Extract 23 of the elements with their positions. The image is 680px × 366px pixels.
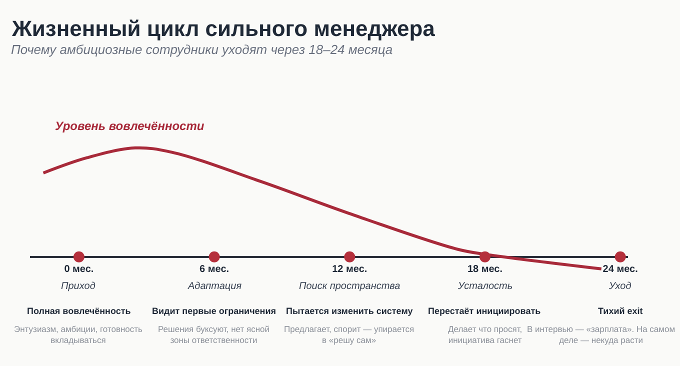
x-tick-label: 6 мес. xyxy=(200,264,230,275)
text: Полная вовлечённость xyxy=(27,306,132,316)
text: Делает что просят, инициатива гаснет xyxy=(448,324,522,346)
chart-title: Жизненный цикл сильного менеджера xyxy=(11,16,436,41)
text: Тихий exit xyxy=(598,306,643,316)
text: Приход xyxy=(61,281,96,292)
text: Видит первые ограничения xyxy=(152,306,276,316)
text: Усталость xyxy=(457,281,513,292)
text: Уход xyxy=(608,281,632,292)
text: Предлагает, спорит — упирается в «решу сам» xyxy=(284,324,415,346)
text: Адаптация xyxy=(187,281,242,292)
text: Поиск пространства xyxy=(299,281,401,292)
x-tick-label: 24 мес. xyxy=(602,264,638,275)
text: Перестаёт инициировать xyxy=(428,306,542,316)
x-tick-label: 0 мес. xyxy=(64,264,94,275)
chart-subtitle: Почему амбициозные сотрудники уходят через 18–24 месяца xyxy=(11,42,393,57)
text: В интервью — «зарплата». На самом деле — некуда расти xyxy=(527,324,676,346)
text: Энтузиазм, амбиции, готовность вкладываться xyxy=(14,324,144,346)
series-label: Уровень вовлечённости xyxy=(55,119,205,133)
text: Решения буксуют, нет ясной зоны ответственности xyxy=(158,324,270,346)
text: Пытается изменить систему xyxy=(286,306,413,316)
x-tick-label: 12 мес. xyxy=(332,264,368,275)
x-tick-label: 18 мес. xyxy=(467,264,503,275)
